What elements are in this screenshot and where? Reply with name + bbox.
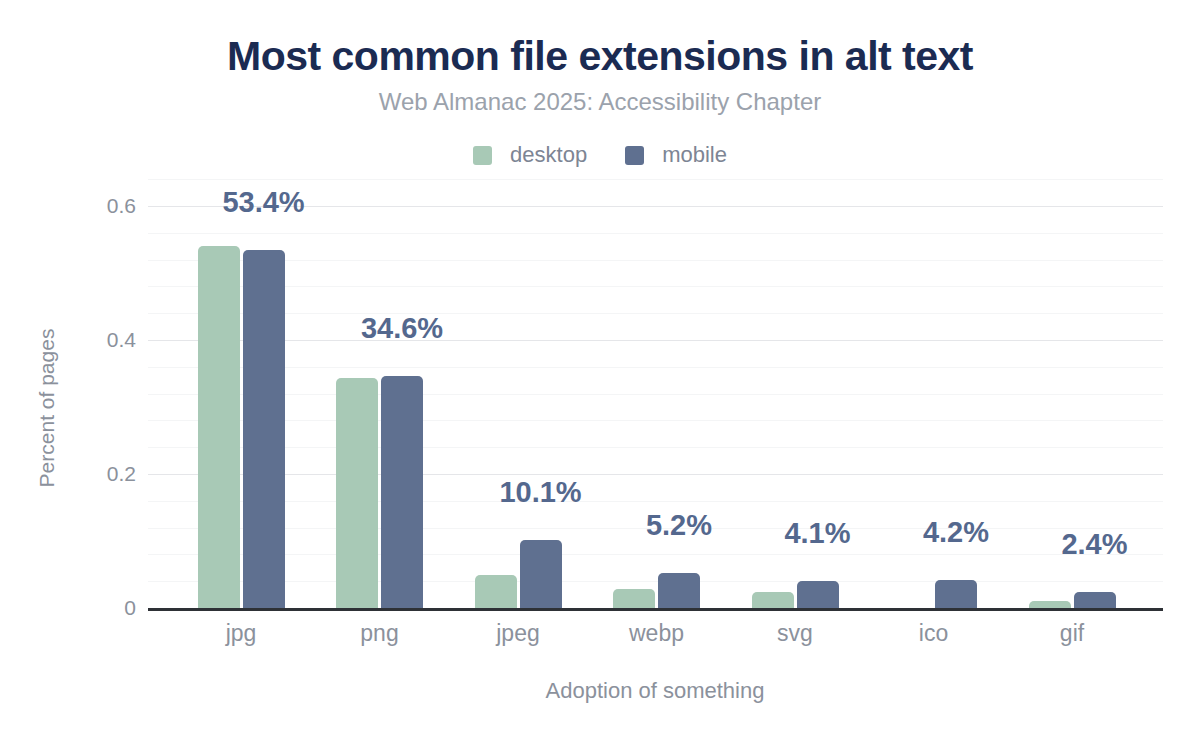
chart-container: Most common file extensions in alt text … <box>0 0 1200 742</box>
data-label-jpeg: 10.1% <box>441 478 641 507</box>
bar-desktop-svg[interactable] <box>752 592 794 608</box>
y-tick-label: 0.6 <box>66 195 136 217</box>
y-tick-label: 0 <box>66 597 136 619</box>
bar-mobile-gif[interactable] <box>1074 592 1116 608</box>
x-tick-label-ico: ico <box>865 618 1003 648</box>
bar-desktop-webp[interactable] <box>613 589 655 608</box>
gridline-minor <box>148 394 1163 395</box>
gridline-minor <box>148 233 1163 234</box>
gridline-major <box>148 340 1163 341</box>
bar-desktop-gif[interactable] <box>1029 601 1071 608</box>
gridline-minor <box>148 286 1163 287</box>
bar-desktop-jpg[interactable] <box>198 246 240 608</box>
gridline-minor <box>148 447 1163 448</box>
plot-area: 00.20.40.653.4%jpg34.6%png10.1%jpeg5.2%w… <box>0 0 1200 742</box>
gridline-minor <box>148 420 1163 421</box>
data-label-png: 34.6% <box>302 314 502 343</box>
gridline-minor <box>148 501 1163 502</box>
bar-mobile-jpeg[interactable] <box>520 540 562 608</box>
x-tick-label-gif: gif <box>1003 618 1141 648</box>
x-tick-label-jpg: jpg <box>172 618 310 648</box>
gridline-minor <box>148 581 1163 582</box>
gridline-minor <box>148 367 1163 368</box>
data-label-gif: 2.4% <box>995 530 1195 559</box>
x-axis-title: Adoption of something <box>546 679 765 703</box>
bar-mobile-ico[interactable] <box>935 580 977 608</box>
y-tick-label: 0.2 <box>66 463 136 485</box>
bar-mobile-webp[interactable] <box>658 573 700 608</box>
gridline-minor <box>148 179 1163 180</box>
x-tick-label-svg: svg <box>726 618 864 648</box>
x-tick-label-jpeg: jpeg <box>449 618 587 648</box>
bar-desktop-jpeg[interactable] <box>475 575 517 608</box>
bar-mobile-jpg[interactable] <box>243 250 285 608</box>
bar-mobile-png[interactable] <box>381 376 423 608</box>
gridline-minor <box>148 260 1163 261</box>
x-tick-label-webp: webp <box>588 618 726 648</box>
x-axis-line <box>148 608 1163 611</box>
x-tick-label-png: png <box>311 618 449 648</box>
y-tick-label: 0.4 <box>66 329 136 351</box>
bar-desktop-png[interactable] <box>336 378 378 608</box>
y-axis-title: Percent of pages <box>35 329 59 488</box>
data-label-jpg: 53.4% <box>164 188 364 217</box>
gridline-minor <box>148 313 1163 314</box>
bar-mobile-svg[interactable] <box>797 581 839 608</box>
gridline-major <box>148 474 1163 475</box>
